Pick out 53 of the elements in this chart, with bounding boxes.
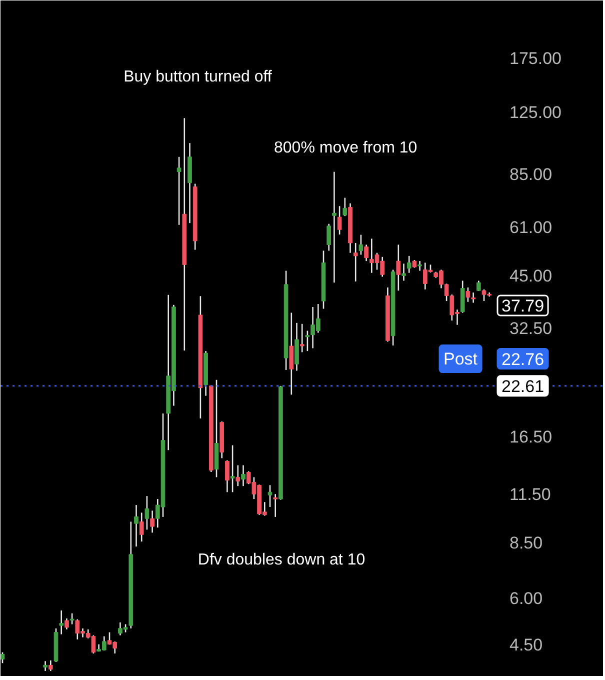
candlestick [150,510,154,534]
y-tick-label: 61.00 [510,218,552,237]
candlestick [230,444,235,493]
candlestick [176,156,182,226]
annotation: Buy button turned off [124,68,272,86]
y-tick-label: 16.50 [510,427,552,446]
y-tick-label: 4.50 [510,635,543,654]
candlestick [402,263,406,282]
y-tick-label: 125.00 [510,103,562,122]
candlestick [134,504,138,548]
annotation: 800% move from 10 [274,139,418,156]
candlestick [353,242,358,282]
candlestick [139,512,144,542]
candlestick [460,280,465,314]
y-tick-label: 6.00 [510,589,543,608]
candlestick [466,286,470,303]
candlestick [70,612,74,625]
y-tick-label: 8.50 [510,533,543,552]
candlestick [342,197,348,217]
candlestick [0,652,5,664]
candlestick [305,330,310,352]
y-tick-label: 11.50 [510,485,551,504]
annotation: Dfv doubles down at 10 [198,552,366,569]
annotation: 22.76 [502,350,544,369]
candlestick [358,234,364,256]
candlestick [48,660,53,672]
y-tick-label: 45.00 [510,266,552,286]
y-tick-label: 32.50 [510,318,552,338]
candlestick [418,260,422,272]
candlestick [300,323,304,353]
candlestick [289,312,294,396]
candlestick [326,223,332,252]
candlestick [59,610,64,635]
ref-line-label: 22.61 [502,376,544,396]
candlestick [144,495,150,530]
y-tick-label: 175.00 [510,49,562,68]
candlestick [273,493,278,518]
candlestick [364,244,368,262]
candlestick [396,244,401,292]
y-tick-label: 85.00 [510,164,552,184]
candlestick [406,255,412,274]
candlestick [236,464,240,487]
candlestick [332,171,336,284]
text: 37.79 [502,296,544,316]
candlestick [43,660,48,672]
candlestick [64,618,69,630]
annotation: Post [444,349,478,368]
candlestick [337,205,342,236]
candlestick [241,464,246,487]
candlestick [471,292,476,304]
candlestick [476,280,481,292]
candlestick [225,460,230,493]
candlestick [268,484,272,508]
